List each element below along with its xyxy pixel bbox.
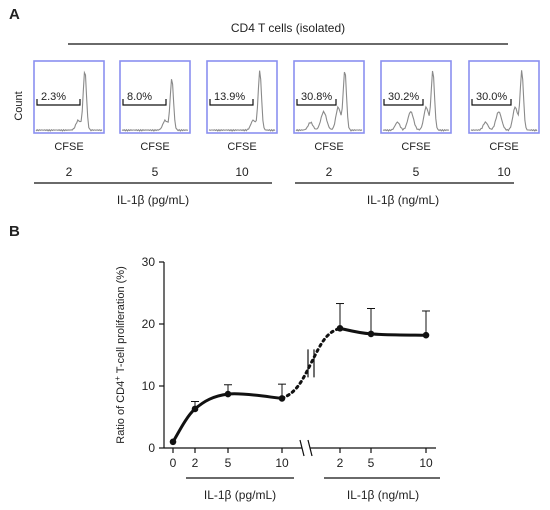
histogram-tile: 8.0% CFSE 5	[119, 60, 191, 179]
histogram-tile: 13.9% CFSE 10	[206, 60, 278, 179]
gate-bracket	[209, 99, 254, 106]
x-tick-label: 2	[337, 456, 344, 470]
dose-label: 10	[235, 165, 249, 179]
gate-bracket	[471, 99, 512, 106]
cfse-axis-label: CFSE	[227, 141, 256, 153]
dose-label: 5	[152, 165, 159, 179]
histogram-frame	[293, 60, 365, 134]
histogram-percent: 30.0%	[476, 91, 507, 103]
y-axis-title-sup: +	[113, 376, 122, 381]
histogram-percent: 30.2%	[388, 91, 419, 103]
y-axis-title-prefix: Ratio of CD4	[115, 381, 127, 444]
cfse-axis-label: CFSE	[489, 141, 518, 153]
x-axis-break-mark	[299, 439, 305, 457]
x-tick-label: 5	[368, 456, 375, 470]
x-axis-break-mark	[307, 439, 313, 457]
histogram-trace	[295, 71, 363, 132]
gate-bracket	[383, 99, 424, 106]
cfse-axis-label: CFSE	[54, 141, 83, 153]
y-tick-label: 10	[142, 379, 156, 393]
gate-bracket	[296, 99, 337, 106]
b-ng-group-label: IL-1β (ng/mL)	[347, 488, 419, 502]
histogram-trace	[208, 70, 276, 132]
pg-group-label: IL-1β (pg/mL)	[117, 193, 189, 207]
histogram-frame	[33, 60, 105, 134]
histogram-tile: 2.3% CFSE 2	[33, 60, 105, 179]
data-point	[336, 325, 344, 332]
y-axis-title: Ratio of CD4+ T-cell proliferation (%)	[113, 266, 127, 444]
x-tick-label: 0	[170, 456, 177, 470]
data-point	[367, 330, 375, 338]
histogram-trace	[35, 70, 103, 132]
panel-a-header: CD4 T cells (isolated)	[231, 21, 345, 35]
data-point	[422, 331, 430, 339]
count-axis-label: Count	[13, 91, 25, 120]
proliferation-plot: 0 10 20 30 0 2 5 10 2 5 10	[142, 255, 436, 470]
data-point	[224, 390, 232, 398]
histogram-trace	[382, 70, 450, 132]
histogram-frame	[380, 60, 452, 134]
dose-label: 5	[413, 165, 420, 179]
cfse-axis-label: CFSE	[140, 141, 169, 153]
histogram-percent: 8.0%	[127, 91, 152, 103]
histogram-frame	[468, 60, 540, 134]
data-point	[169, 438, 177, 446]
histogram-tile: 30.2% CFSE 5	[380, 60, 452, 179]
histogram-percent: 2.3%	[41, 91, 66, 103]
gate-bracket	[36, 99, 81, 106]
histogram-tile: 30.8% CFSE 2	[293, 60, 365, 179]
y-tick-label: 0	[148, 441, 155, 455]
histogram-percent: 30.8%	[301, 91, 332, 103]
b-pg-group-label: IL-1β (pg/mL)	[204, 488, 276, 502]
histogram-row: 2.3%CFSE28.0%CFSE513.9%CFSE1030.8%CFSE23…	[33, 60, 540, 179]
fit-curve-segment-1	[171, 392, 284, 444]
gate-bracket	[122, 99, 167, 106]
histogram-tile: 30.0% CFSE 10	[468, 60, 540, 179]
x-tick-label: 10	[419, 456, 433, 470]
ng-group-label: IL-1β (ng/mL)	[367, 193, 439, 207]
cfse-axis-label: CFSE	[401, 141, 430, 153]
y-axis-title-suffix: T-cell proliferation (%)	[115, 266, 127, 376]
y-tick-label: 30	[142, 255, 156, 269]
dose-label: 2	[66, 165, 73, 179]
histogram-frame	[119, 60, 191, 134]
data-point	[191, 405, 199, 413]
dose-label: 2	[326, 165, 333, 179]
dotted-bridge-curve	[280, 326, 342, 400]
histogram-percent: 13.9%	[214, 91, 245, 103]
fit-curve-segment-2	[338, 326, 428, 337]
histogram-trace	[470, 70, 538, 132]
x-tick-label: 10	[275, 456, 289, 470]
y-tick-label: 20	[142, 317, 156, 331]
panel-a-letter: A	[9, 6, 20, 23]
dose-label: 10	[497, 165, 511, 179]
x-tick-label: 2	[192, 456, 199, 470]
cfse-axis-label: CFSE	[314, 141, 343, 153]
data-point	[278, 395, 286, 402]
histogram-trace	[121, 79, 189, 132]
histogram-frame	[206, 60, 278, 134]
panel-b-letter: B	[9, 223, 20, 240]
x-tick-label: 5	[225, 456, 232, 470]
